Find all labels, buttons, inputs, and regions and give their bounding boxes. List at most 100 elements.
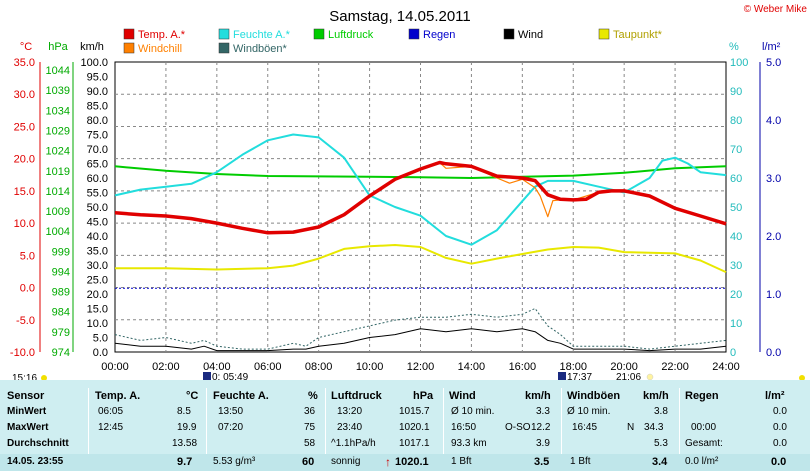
pressure-tick-label: 1004 — [46, 226, 70, 238]
rain-axis-unit: l/m² — [762, 41, 781, 53]
humidity-tick-label: 70 — [730, 144, 742, 156]
table-row-avg: Durchschnitt 13.58 58 ^1.1hPa/h 1017.1 9… — [0, 437, 810, 452]
now-abs-hum: 5.53 g/m³ — [213, 456, 256, 467]
humidity-tick-label: 50 — [730, 202, 742, 214]
temp-tick-label: 10.0 — [14, 218, 35, 230]
time-tick-label: 10:00 — [356, 361, 384, 373]
temp-tick-label: 15.0 — [14, 186, 35, 198]
col-gust: Windböen — [567, 390, 621, 402]
col-rain-unit: l/m² — [765, 390, 785, 402]
avg-temp: 13.58 — [172, 438, 198, 449]
pressure-tick-label: 1009 — [46, 206, 70, 218]
pressure-tick-label: 1024 — [46, 146, 70, 158]
humidity-tick-label: 100 — [730, 57, 748, 69]
column-separator — [561, 388, 562, 471]
now-weather: sonnig — [331, 456, 361, 467]
now-gust: 3.4 — [652, 456, 668, 468]
legend-swatch — [218, 28, 230, 40]
wind-tick-label: 100.0 — [80, 57, 108, 69]
pressure-tick-label: 1029 — [46, 125, 70, 137]
col-rain: Regen — [685, 390, 719, 402]
wind-tick-label: 95.0 — [87, 72, 108, 84]
temp-tick-label: 20.0 — [14, 154, 35, 166]
sunrise-icon — [203, 372, 211, 380]
min-press-time: 13:20 — [337, 406, 363, 417]
wind-tick-label: 10.0 — [87, 318, 108, 330]
wind-tick-label: 55.0 — [87, 188, 108, 200]
max-press-time: 23:40 — [337, 422, 363, 433]
sunrise-time: 0: 05:49 — [212, 372, 249, 380]
column-separator — [443, 388, 444, 471]
pressure-tick-label: 1019 — [46, 166, 70, 178]
pressure-tick-label: 989 — [52, 287, 70, 299]
wind-tick-label: 85.0 — [87, 101, 108, 113]
humidity-tick-label: 0 — [730, 347, 736, 359]
wind-tick-label: 80.0 — [87, 115, 108, 127]
avg-rain-label: Gesamt: — [685, 438, 723, 449]
col-sensor: Sensor — [7, 390, 45, 402]
humidity-tick-label: 30 — [730, 260, 742, 272]
humidity-tick-label: 10 — [730, 318, 742, 330]
legend-label: Regen — [423, 29, 455, 41]
chart-title: Samstag, 14.05.2011 — [329, 8, 471, 25]
wind-tick-label: 90.0 — [87, 86, 108, 98]
col-temp-unit: °C — [186, 390, 199, 402]
column-separator — [206, 388, 207, 471]
pressure-tick-label: 1014 — [46, 186, 70, 198]
row-label: 14.05. 23:55 — [7, 456, 64, 467]
time-tick-label: 02:00 — [152, 361, 180, 373]
col-gust-unit: km/h — [643, 390, 669, 402]
sunset-time: 17:37 — [567, 372, 592, 380]
pressure-axis-unit: hPa — [48, 41, 68, 53]
max-wind: 12.2 — [531, 422, 551, 433]
min-gust: 3.8 — [654, 406, 668, 417]
legend-swatch — [503, 28, 515, 40]
time-tick-label: 06:00 — [254, 361, 282, 373]
max-gust: 34.3 — [644, 422, 664, 433]
col-wind-unit: km/h — [525, 390, 551, 402]
pressure-line — [114, 165, 727, 179]
weather-chart: Samstag, 14.05.2011 © Weber Mike Temp. A… — [10, 4, 807, 380]
max-wind-dir: O-SO — [505, 422, 531, 433]
wind-tick-label: 35.0 — [87, 246, 108, 258]
pressure-tick-label: 999 — [52, 246, 70, 258]
column-separator — [88, 388, 89, 471]
min-temp: 8.5 — [177, 406, 191, 417]
col-humidity: Feuchte A. — [213, 390, 269, 402]
table-row-current: 14.05. 23:55 9.7 5.53 g/m³ 60 sonnig ↑ 1… — [0, 454, 810, 471]
pressure-tick-label: 994 — [52, 266, 70, 278]
dewpoint-line — [115, 244, 727, 274]
avg-wind: 3.9 — [536, 438, 550, 449]
temp-axis-unit: °C — [20, 41, 32, 53]
max-gust-time: 16:45 — [572, 422, 598, 433]
time-tick-label: 00:00 — [101, 361, 129, 373]
legend-label: Wind — [518, 29, 543, 41]
now-temp: 9.7 — [177, 456, 193, 468]
row-label: MinWert — [7, 406, 47, 417]
temp-tick-label: -5.0 — [16, 315, 35, 327]
legend-label: Luftdruck — [328, 29, 374, 41]
now-wind-bft: 1 Bft — [451, 456, 472, 467]
wind-tick-label: 25.0 — [87, 275, 108, 287]
wind-tick-label: 0.0 — [93, 347, 108, 359]
humidity-tick-label: 90 — [730, 86, 742, 98]
temp-tick-label: 35.0 — [14, 57, 35, 69]
legend-swatch — [123, 28, 135, 40]
pressure-tick-label: 979 — [52, 327, 70, 339]
pressure-tick-label: 984 — [52, 307, 70, 319]
wind-tick-label: 75.0 — [87, 130, 108, 142]
column-separator — [325, 388, 326, 471]
table-header-row: Sensor Temp. A. °C Feuchte A. % Luftdruc… — [0, 389, 810, 404]
max-rain-time: 00:00 — [691, 422, 717, 433]
legend: Temp. A.* Feuchte A.* Luftdruck Regen Wind Ta… — [123, 28, 663, 55]
pressure-tick-label: 1034 — [46, 105, 70, 117]
now-hum: 60 — [302, 456, 315, 468]
wind-line — [114, 328, 727, 352]
avg-hum: 58 — [304, 438, 316, 449]
pressure-tick-label: 974 — [52, 347, 70, 359]
temp-tick-label: 30.0 — [14, 89, 35, 101]
humidity-tick-label: 80 — [730, 115, 742, 127]
time-tick-label: 08:00 — [305, 361, 333, 373]
time-tick-label: 04:00 — [203, 361, 231, 373]
moon-time: 21:06 — [616, 372, 641, 380]
